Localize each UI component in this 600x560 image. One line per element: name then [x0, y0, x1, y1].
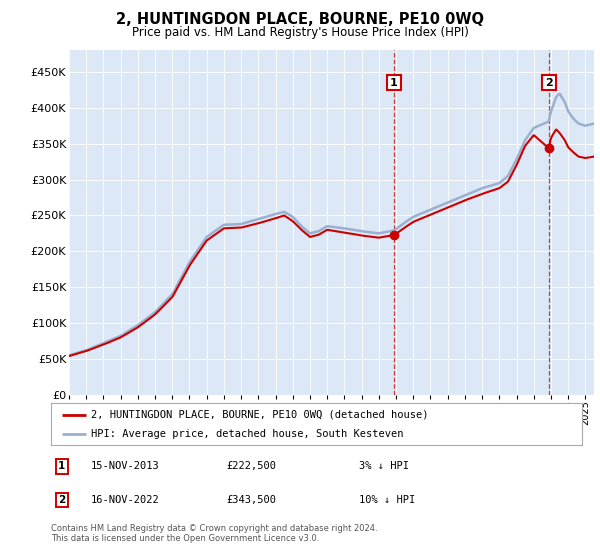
Text: 2: 2 — [58, 495, 65, 505]
Text: £222,500: £222,500 — [226, 461, 276, 472]
Text: 15-NOV-2013: 15-NOV-2013 — [91, 461, 160, 472]
Text: 1: 1 — [390, 78, 398, 88]
Text: HPI: Average price, detached house, South Kesteven: HPI: Average price, detached house, Sout… — [91, 429, 403, 439]
Text: 2, HUNTINGDON PLACE, BOURNE, PE10 0WQ (detached house): 2, HUNTINGDON PLACE, BOURNE, PE10 0WQ (d… — [91, 409, 428, 419]
Text: 16-NOV-2022: 16-NOV-2022 — [91, 495, 160, 505]
Text: 2: 2 — [545, 78, 553, 88]
Text: 2, HUNTINGDON PLACE, BOURNE, PE10 0WQ: 2, HUNTINGDON PLACE, BOURNE, PE10 0WQ — [116, 12, 484, 27]
Text: 1: 1 — [58, 461, 65, 472]
Text: £343,500: £343,500 — [226, 495, 276, 505]
Text: 3% ↓ HPI: 3% ↓ HPI — [359, 461, 409, 472]
Text: 10% ↓ HPI: 10% ↓ HPI — [359, 495, 415, 505]
Text: Price paid vs. HM Land Registry's House Price Index (HPI): Price paid vs. HM Land Registry's House … — [131, 26, 469, 39]
Text: Contains HM Land Registry data © Crown copyright and database right 2024.
This d: Contains HM Land Registry data © Crown c… — [51, 524, 377, 543]
